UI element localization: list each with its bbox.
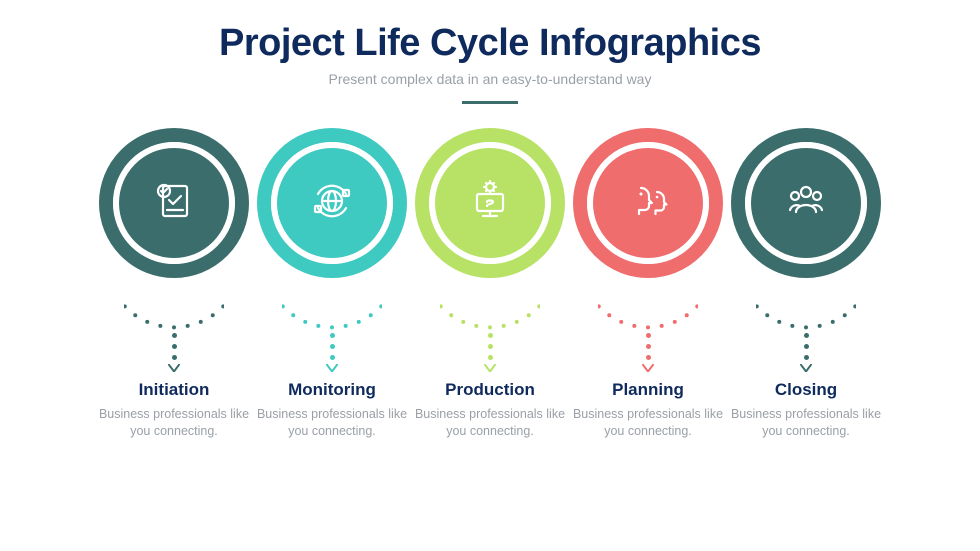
stage-initiation: Initiation Business professionals like y… xyxy=(89,128,259,440)
stage-circle xyxy=(731,128,881,278)
page-title: Project Life Cycle Infographics xyxy=(0,22,980,65)
stage-title: Monitoring xyxy=(288,380,376,400)
stage-circle xyxy=(415,128,565,278)
inner-disc xyxy=(277,148,387,258)
dotted-connector xyxy=(440,278,540,372)
dotted-connector xyxy=(282,278,382,372)
stage-title: Closing xyxy=(775,380,837,400)
stage-circle xyxy=(99,128,249,278)
stage-production: Production Business professionals like y… xyxy=(405,128,575,440)
stage-description: Business professionals like you connecti… xyxy=(247,406,417,440)
stage-description: Business professionals like you connecti… xyxy=(89,406,259,440)
stage-title: Initiation xyxy=(139,380,210,400)
arrowhead-icon xyxy=(325,364,339,372)
stage-title: Planning xyxy=(612,380,684,400)
stage-circle xyxy=(257,128,407,278)
stage-circle xyxy=(573,128,723,278)
stage-description: Business professionals like you connecti… xyxy=(721,406,891,440)
arrowhead-icon xyxy=(641,364,655,372)
title-divider xyxy=(462,101,518,104)
team-group-icon xyxy=(781,176,831,231)
arrowhead-icon xyxy=(799,364,813,372)
stage-closing: Closing Business professionals like you … xyxy=(721,128,891,440)
people-heads-icon xyxy=(623,176,673,231)
gear-monitor-icon xyxy=(465,176,515,231)
document-check-icon xyxy=(149,176,199,231)
dotted-connector xyxy=(756,278,856,372)
inner-disc xyxy=(119,148,229,258)
inner-disc xyxy=(751,148,861,258)
stage-description: Business professionals like you connecti… xyxy=(405,406,575,440)
stage-planning: Planning Business professionals like you… xyxy=(563,128,733,440)
arrowhead-icon xyxy=(167,364,181,372)
page-subtitle: Present complex data in an easy-to-under… xyxy=(0,71,980,87)
inner-disc xyxy=(435,148,545,258)
stage-description: Business professionals like you connecti… xyxy=(563,406,733,440)
stage-monitoring: Monitoring Business professionals like y… xyxy=(247,128,417,440)
dotted-connector xyxy=(124,278,224,372)
header: Project Life Cycle Infographics Present … xyxy=(0,0,980,104)
globe-sync-icon xyxy=(307,176,357,231)
stage-title: Production xyxy=(445,380,535,400)
dotted-connector xyxy=(598,278,698,372)
arrowhead-icon xyxy=(483,364,497,372)
stages-row: Initiation Business professionals like y… xyxy=(0,128,980,440)
inner-disc xyxy=(593,148,703,258)
